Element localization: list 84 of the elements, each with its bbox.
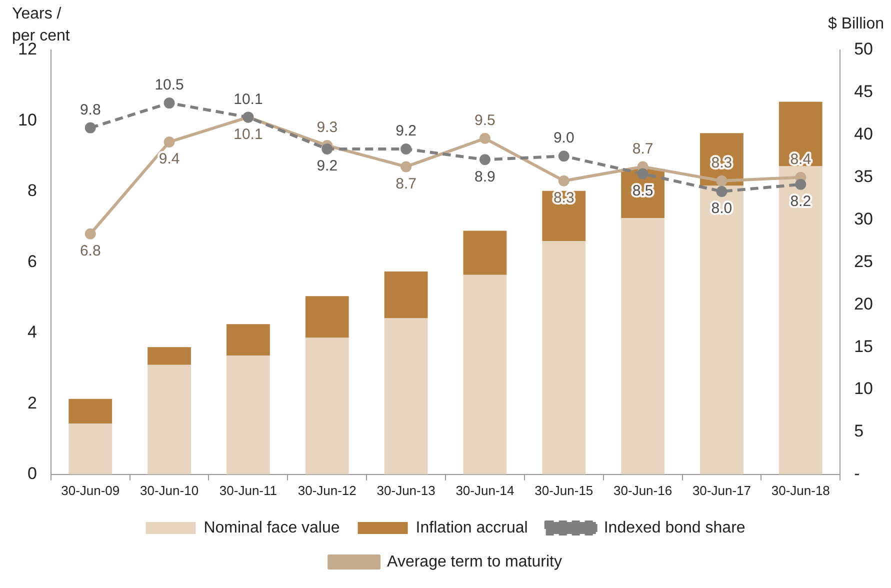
bar bbox=[621, 218, 664, 474]
data-label: 9.2 bbox=[316, 158, 338, 175]
point bbox=[84, 122, 96, 134]
bar bbox=[305, 296, 349, 338]
bar bbox=[226, 324, 270, 356]
data-label: 9.4 bbox=[158, 150, 180, 168]
legend-label: Inflation accrual bbox=[416, 519, 528, 536]
point bbox=[164, 136, 175, 148]
y2-tick-label: 25 bbox=[854, 252, 874, 271]
x-tick-label: 30-Jun-14 bbox=[456, 482, 514, 498]
data-label: 8.7 bbox=[632, 140, 654, 158]
bar bbox=[305, 338, 349, 474]
y2-axis-title: $ Billion bbox=[828, 15, 884, 32]
y2-tick-label: 5 bbox=[854, 422, 864, 441]
data-label: 10.1 bbox=[234, 126, 263, 143]
y2-tick-label: 10 bbox=[854, 379, 874, 398]
data-label: 9.5 bbox=[474, 112, 496, 130]
point bbox=[84, 228, 96, 240]
y-tick-label: 10 bbox=[18, 110, 37, 130]
point bbox=[400, 144, 412, 155]
x-tick-label: 30-Jun-17 bbox=[692, 482, 751, 498]
bar bbox=[68, 398, 112, 424]
bar bbox=[68, 423, 112, 474]
x-tick-label: 30-Jun-13 bbox=[376, 482, 436, 498]
data-label: 8.3 bbox=[553, 189, 574, 206]
x-tick-label: 30-Jun-10 bbox=[140, 482, 199, 498]
bar bbox=[226, 356, 270, 474]
y2-tick-label: 15 bbox=[854, 336, 874, 356]
x-tick-label: 30-Jun-16 bbox=[614, 482, 672, 498]
data-label: 10.1 bbox=[234, 90, 263, 108]
point bbox=[558, 150, 570, 162]
y2-tick-label: 20 bbox=[854, 294, 874, 314]
point bbox=[716, 186, 728, 197]
y-tick-label: 4 bbox=[27, 322, 37, 342]
x-tick-label: 30-Jun-09 bbox=[61, 482, 120, 498]
legend-label: Indexed bond share bbox=[604, 519, 746, 536]
legend-label: Average term to maturity bbox=[387, 553, 562, 570]
bar bbox=[778, 166, 822, 474]
point bbox=[322, 144, 333, 155]
y2-tick-label: 35 bbox=[854, 167, 874, 186]
x-tick-label: 30-Jun-11 bbox=[219, 482, 277, 498]
y-tick-label: 0 bbox=[27, 464, 37, 484]
data-label: 8.7 bbox=[396, 175, 416, 192]
point bbox=[400, 161, 412, 172]
y2-tick-label: 40 bbox=[854, 124, 874, 144]
point bbox=[795, 178, 806, 190]
y2-tick-label: - bbox=[854, 464, 860, 484]
bar bbox=[463, 274, 507, 474]
data-label: 9.2 bbox=[396, 122, 416, 140]
legend-label: Nominal face value bbox=[204, 519, 340, 536]
data-label: 8.2 bbox=[790, 193, 812, 210]
data-label: 9.8 bbox=[80, 101, 101, 118]
y2-tick-label: 50 bbox=[854, 40, 874, 59]
point bbox=[716, 175, 728, 186]
point bbox=[479, 154, 490, 166]
data-label: 8.4 bbox=[790, 150, 812, 168]
data-label: 9.0 bbox=[553, 130, 574, 147]
y-tick-label: 6 bbox=[27, 252, 37, 271]
x-tick-label: 30-Jun-12 bbox=[298, 482, 356, 498]
y-tick-label: 2 bbox=[27, 393, 37, 412]
y2-tick-label: 45 bbox=[854, 82, 874, 102]
x-tick-label: 30-Jun-18 bbox=[771, 482, 830, 498]
bar bbox=[148, 347, 191, 365]
data-label: 8.3 bbox=[711, 154, 732, 172]
point bbox=[479, 132, 490, 144]
point bbox=[558, 175, 570, 186]
bar bbox=[463, 230, 507, 275]
bar bbox=[384, 318, 428, 474]
point bbox=[637, 168, 648, 180]
data-label: 10.5 bbox=[154, 76, 184, 94]
bar bbox=[148, 364, 191, 474]
bar bbox=[700, 186, 744, 474]
data-label: 8.9 bbox=[474, 168, 496, 186]
data-label: 9.3 bbox=[316, 119, 338, 136]
data-label: 8.0 bbox=[711, 200, 732, 218]
point bbox=[164, 98, 175, 109]
y2-tick-label: 30 bbox=[854, 209, 874, 228]
data-label: 8.5 bbox=[632, 182, 654, 200]
y-tick-label: 8 bbox=[27, 181, 37, 200]
bar bbox=[384, 272, 428, 318]
bar bbox=[778, 102, 822, 166]
bar bbox=[542, 240, 586, 474]
data-label: 6.8 bbox=[80, 242, 101, 260]
x-tick-label: 30-Jun-15 bbox=[534, 482, 594, 498]
